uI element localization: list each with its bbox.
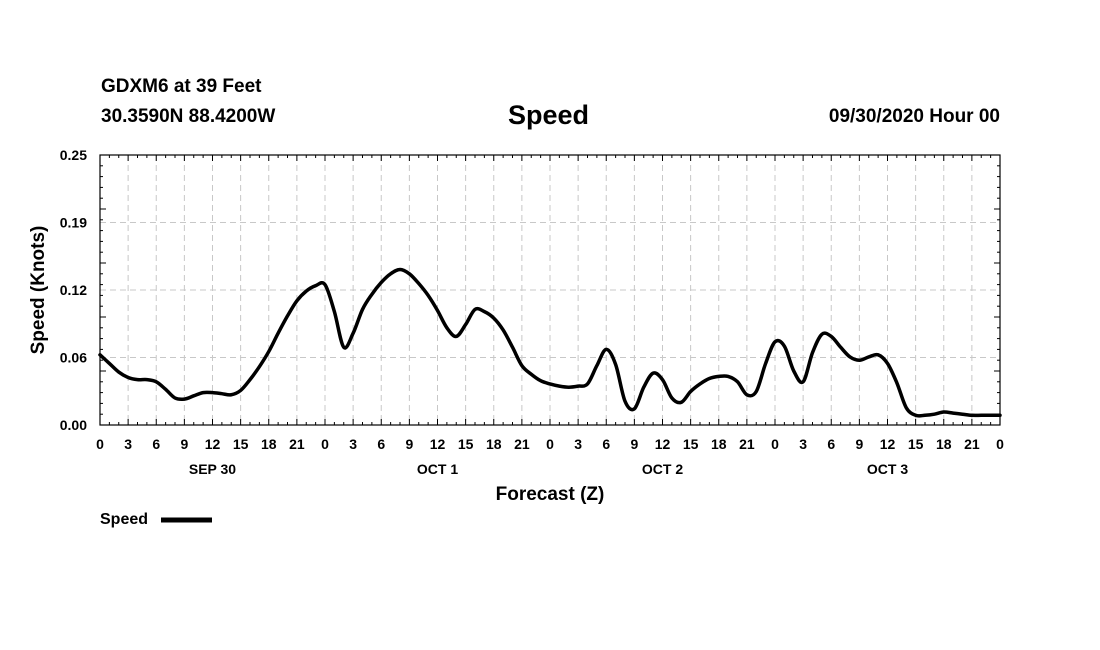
x-tick-label: 21 (739, 436, 755, 452)
x-tick-label: 9 (405, 436, 413, 452)
x-tick-label: 18 (486, 436, 502, 452)
x-tick-label: 0 (321, 436, 329, 452)
x-tick-label: 9 (855, 436, 863, 452)
x-tick-label: 0 (996, 436, 1004, 452)
forecast-run-time: 09/30/2020 Hour 00 (828, 106, 1000, 127)
speed-series-line (98, 267, 1002, 418)
x-tick-label: 3 (349, 436, 357, 452)
date-label: OCT 3 (867, 461, 908, 477)
x-tick-label: 21 (514, 436, 530, 452)
y-tick-label: 0.00 (60, 417, 87, 433)
x-tick-label: 0 (96, 436, 104, 452)
y-tick-label: 0.19 (60, 215, 87, 231)
x-tick-label: 12 (880, 436, 896, 452)
x-tick-label: 15 (908, 436, 924, 452)
x-tick-label: 9 (180, 436, 188, 452)
x-tick-label: 3 (574, 436, 582, 452)
x-tick-label: 6 (377, 436, 385, 452)
y-tick-label: 0.25 (60, 147, 87, 163)
x-tick-label: 3 (799, 436, 807, 452)
x-tick-label: 15 (458, 436, 474, 452)
grid (100, 155, 1000, 425)
x-axis-label: Forecast (Z) (496, 484, 605, 505)
legend-label: Speed (100, 511, 148, 528)
station-name: GDXM6 at 39 Feet (101, 76, 262, 97)
y-tick-label: 0.12 (60, 282, 87, 298)
x-tick-label: 15 (233, 436, 249, 452)
x-tick-label: 18 (261, 436, 277, 452)
x-tick-label: 9 (630, 436, 638, 452)
x-tick-label: 12 (205, 436, 221, 452)
y-tick-label: 0.06 (60, 350, 87, 366)
x-tick-label: 0 (771, 436, 779, 452)
tick-labels: 0.00 0.06 0.12 0.19 0.25 0 3 6 9 12 15 18 21 0 3 6 9 12 15… (60, 147, 1004, 477)
y-axis-label: Speed (Knots) (28, 226, 49, 355)
date-label: OCT 2 (642, 461, 683, 477)
station-coordinates: 30.3590N 88.4200W (101, 106, 276, 127)
date-label: OCT 1 (417, 461, 458, 477)
x-tick-label: 21 (964, 436, 980, 452)
x-tick-label: 12 (655, 436, 671, 452)
x-tick-label: 18 (936, 436, 952, 452)
chart-title: Speed (508, 100, 590, 130)
x-tick-label: 18 (711, 436, 727, 452)
x-tick-label: 6 (827, 436, 835, 452)
x-tick-label: 0 (546, 436, 554, 452)
x-tick-label: 21 (289, 436, 305, 452)
x-tick-label: 15 (683, 436, 699, 452)
date-label: SEP 30 (189, 461, 236, 477)
x-tick-label: 6 (152, 436, 160, 452)
x-tick-label: 6 (602, 436, 610, 452)
axes (99, 154, 1001, 426)
x-tick-label: 12 (430, 436, 446, 452)
x-tick-label: 3 (124, 436, 132, 452)
